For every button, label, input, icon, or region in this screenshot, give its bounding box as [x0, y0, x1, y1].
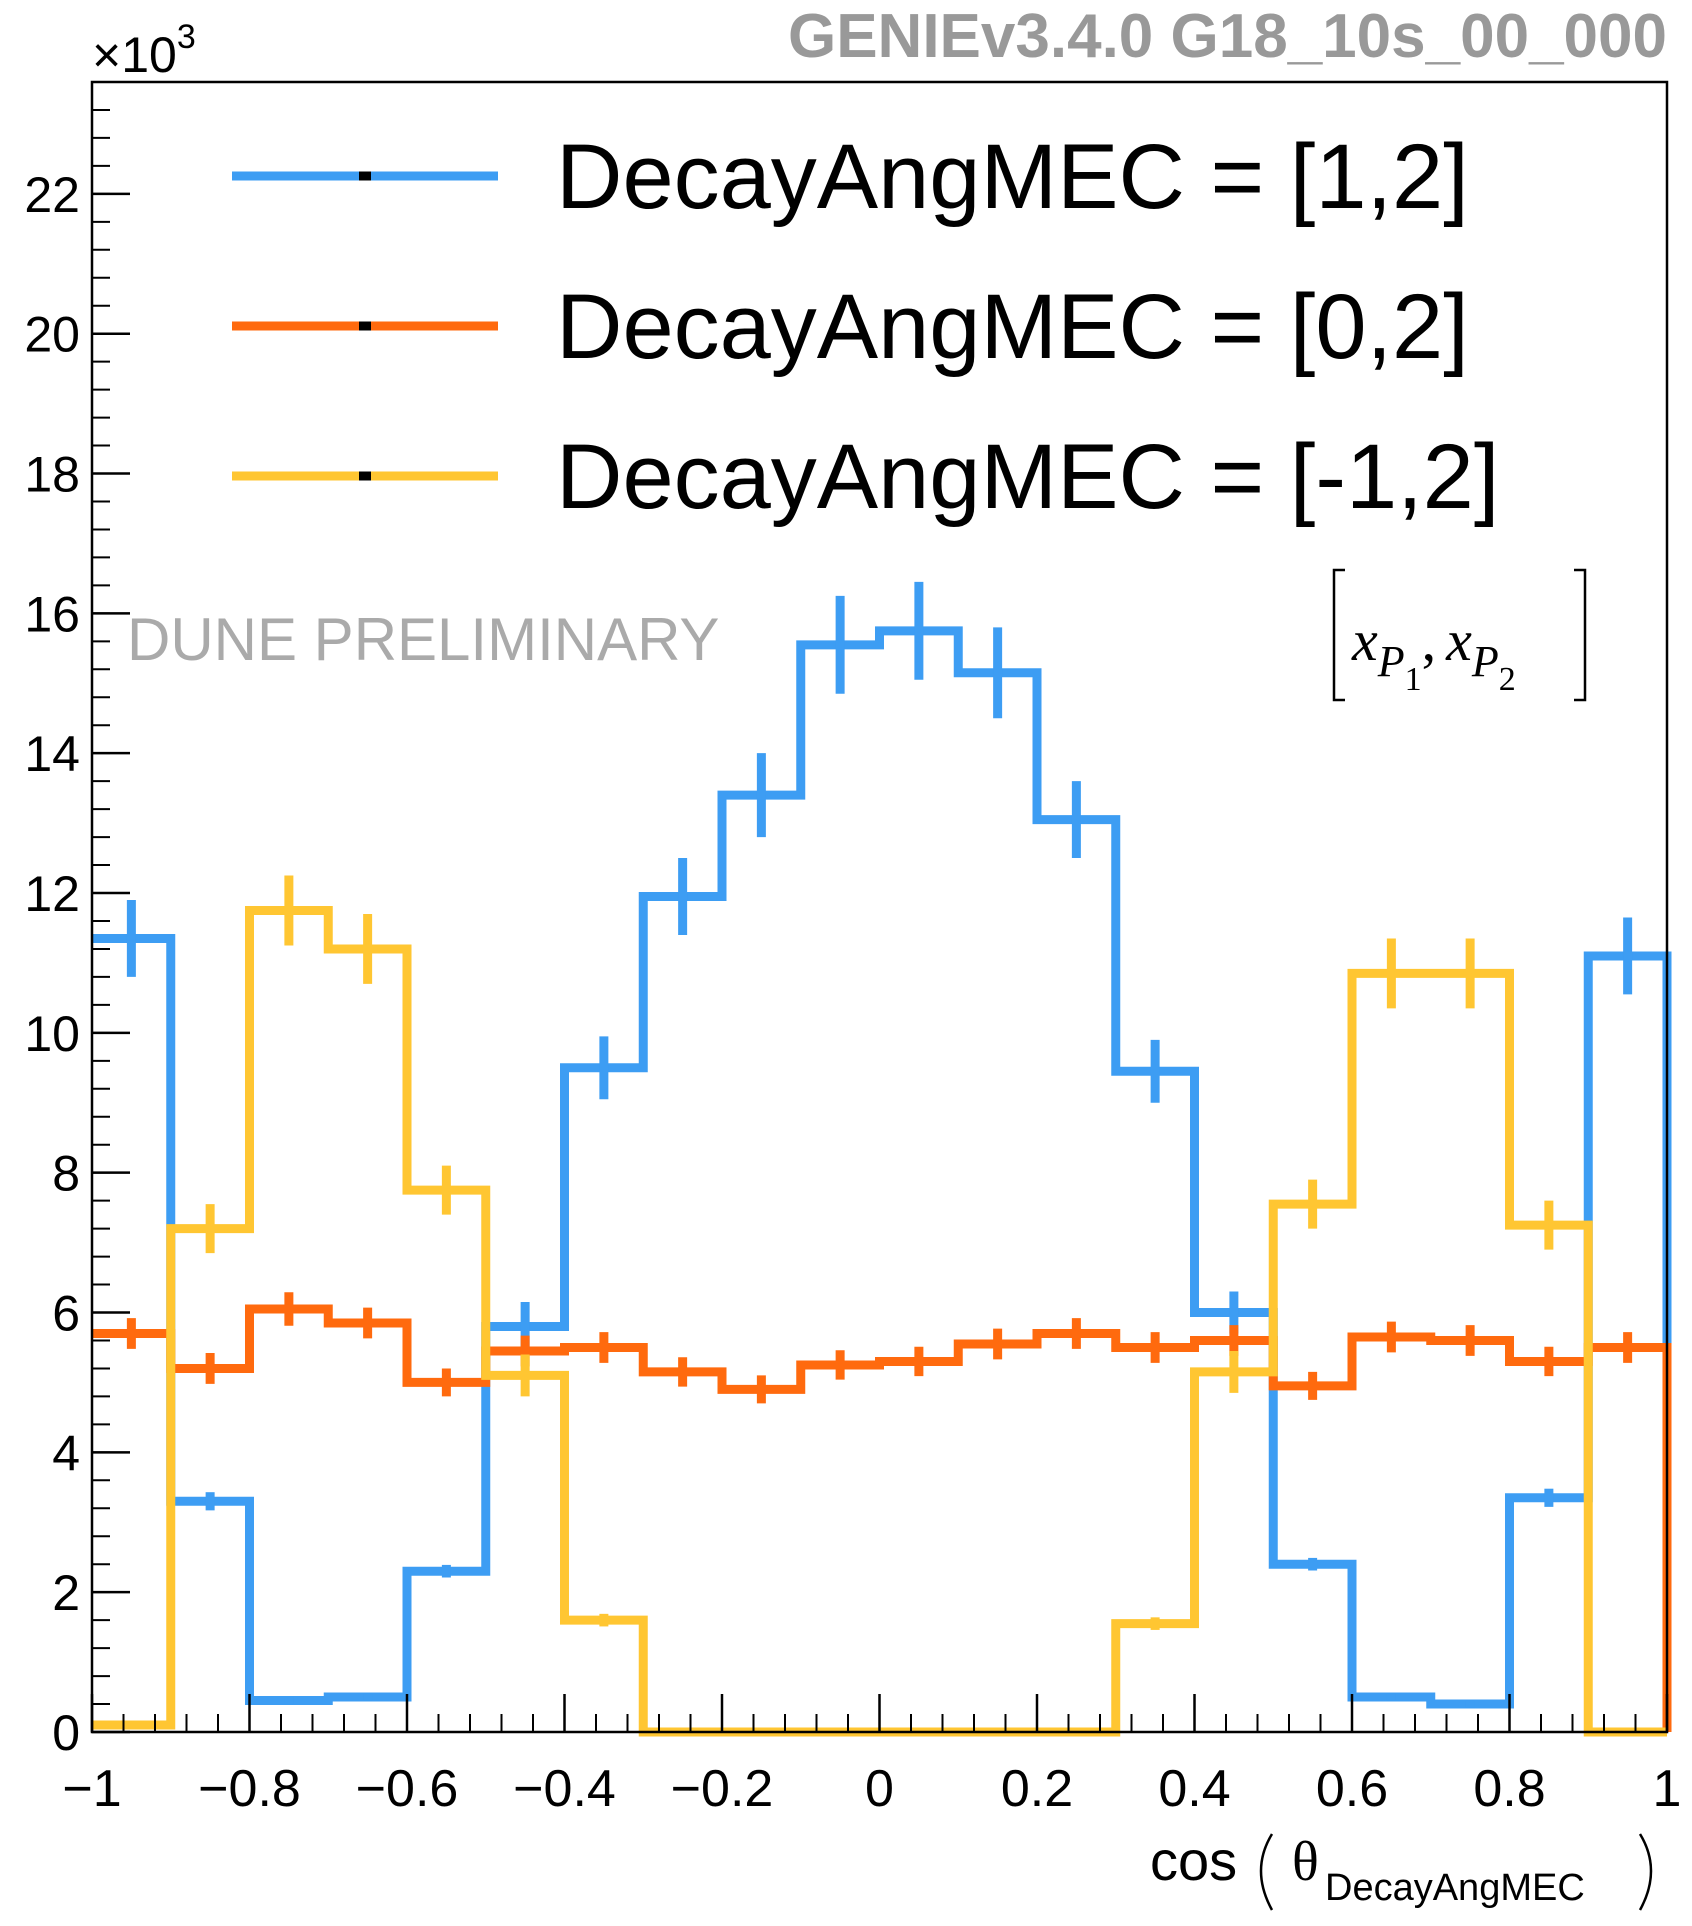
legend: DecayAngMEC = [1,2] DecayAngMEC = [0,2] De…	[232, 126, 1499, 528]
series-1-step-line	[92, 626, 1672, 1732]
series-2	[92, 1292, 1672, 1732]
legend-annotation-text: xP1, xP2	[1351, 608, 1516, 698]
y-tick-label: 6	[52, 1286, 80, 1342]
x-tick-label: 1	[1653, 1760, 1682, 1818]
x-tick-label: −1	[62, 1760, 121, 1818]
annot-sub-1: P	[1377, 637, 1405, 686]
x-axis-label-theta: θ	[1292, 1831, 1319, 1893]
watermark-dune-preliminary: DUNE PRELIMINARY	[127, 606, 719, 673]
legend-annotation: xP1, xP2	[1332, 568, 1587, 702]
x-tick-label: 0.6	[1316, 1760, 1388, 1818]
x-axis-label-left-paren	[1259, 1833, 1274, 1911]
chart-title: GENIEv3.4.0 G18_10s_00_000	[788, 2, 1667, 71]
x-axis-label-subscript: DecayAngMEC	[1325, 1867, 1585, 1909]
y-tick-label: 10	[24, 1006, 80, 1062]
annot-sub-2: P	[1471, 637, 1499, 686]
series-1	[92, 581, 1672, 1732]
x-axis-label-right-paren	[1638, 1833, 1653, 1911]
y-tick-label: 8	[52, 1146, 80, 1202]
y-tick-label: 0	[52, 1705, 80, 1761]
y-tick-label: 14	[24, 726, 80, 782]
x-tick-label: 0.4	[1158, 1760, 1230, 1818]
y-tick-label: 20	[24, 307, 80, 363]
x-tick-label: 0.2	[1001, 1760, 1073, 1818]
legend-annotation-left-bracket	[1332, 568, 1345, 702]
y-multiplier-exponent: 3	[177, 18, 196, 56]
y-tick-label: 4	[52, 1425, 80, 1481]
y-tick-label: 22	[24, 167, 80, 223]
y-multiplier-base: ×10	[92, 27, 177, 83]
x-axis-label: cos θ DecayAngMEC	[1150, 1829, 1653, 1911]
x-axis-label-cos: cos	[1150, 1829, 1237, 1892]
y-tick-label: 2	[52, 1565, 80, 1621]
legend-entry-2: DecayAngMEC = [0,2]	[232, 276, 1469, 378]
x-tick-label: −0.6	[356, 1760, 459, 1818]
y-tick-label: 12	[24, 866, 80, 922]
legend-entry-3: DecayAngMEC = [-1,2]	[232, 426, 1499, 528]
x-tick-label: 0	[865, 1760, 894, 1818]
x-tick-label: −0.4	[513, 1760, 616, 1818]
series-2-step-line	[92, 1304, 1672, 1732]
annot-sub-index-2: 2	[1499, 661, 1516, 698]
annot-separator: ,	[1422, 608, 1437, 673]
legend-annotation-right-bracket	[1574, 568, 1587, 702]
legend-label: DecayAngMEC = [1,2]	[556, 126, 1469, 228]
x-tick-label: −0.8	[198, 1760, 301, 1818]
y-axis-multiplier: ×103	[92, 18, 196, 83]
legend-label: DecayAngMEC = [-1,2]	[556, 426, 1499, 528]
annot-sub-index-1: 1	[1405, 661, 1422, 698]
x-tick-label: −0.2	[671, 1760, 774, 1818]
annot-var-2: x	[1445, 608, 1472, 673]
annot-var-1: x	[1351, 608, 1378, 673]
y-tick-label: 18	[24, 447, 80, 503]
series-layer	[92, 581, 1672, 1737]
x-tick-label: 0.8	[1473, 1760, 1545, 1818]
legend-label: DecayAngMEC = [0,2]	[556, 276, 1469, 378]
y-tick-label: 16	[24, 586, 80, 642]
legend-entry-1: DecayAngMEC = [1,2]	[232, 126, 1469, 228]
